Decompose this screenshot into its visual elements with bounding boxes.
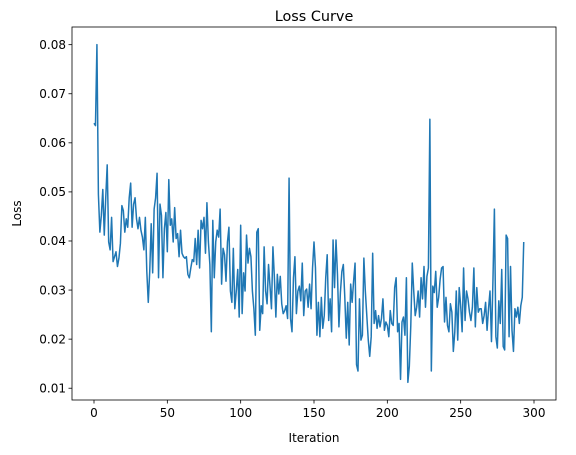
series-group xyxy=(93,43,525,384)
y-tick-label: 0.08 xyxy=(39,38,66,52)
x-axis-ticks: 0 50 100 150 200 250 300 xyxy=(90,400,545,420)
chart-title: Loss Curve xyxy=(275,9,354,25)
axes-frame xyxy=(71,26,557,401)
y-tick-label: 0.02 xyxy=(39,332,66,346)
x-axis-label: Iteration xyxy=(289,431,340,445)
plot-area: 0 50 100 150 200 250 300 0.010.020.030.040.050… xyxy=(39,26,557,420)
y-tick-label: 0.04 xyxy=(39,234,66,248)
x-tick-label: 250 xyxy=(449,406,472,420)
y-tick-label: 0.01 xyxy=(39,381,66,395)
x-tick-label: 0 xyxy=(90,406,98,420)
x-tick-label: 300 xyxy=(523,406,546,420)
x-tick-label: 100 xyxy=(229,406,252,420)
x-tick-label: 150 xyxy=(303,406,326,420)
loss-series-line xyxy=(93,43,525,384)
y-tick-label: 0.03 xyxy=(39,283,66,297)
x-tick-label: 200 xyxy=(376,406,399,420)
y-tick-label: 0.06 xyxy=(39,136,66,150)
y-tick-label: 0.05 xyxy=(39,185,66,199)
y-tick-label: 0.07 xyxy=(39,87,66,101)
y-axis-label: Loss xyxy=(10,200,24,226)
y-axis-ticks: 0.01 0.02 0.03 0.04 0.05 0.06 0.07 0.08 xyxy=(39,38,72,395)
x-tick-label: 50 xyxy=(160,406,175,420)
